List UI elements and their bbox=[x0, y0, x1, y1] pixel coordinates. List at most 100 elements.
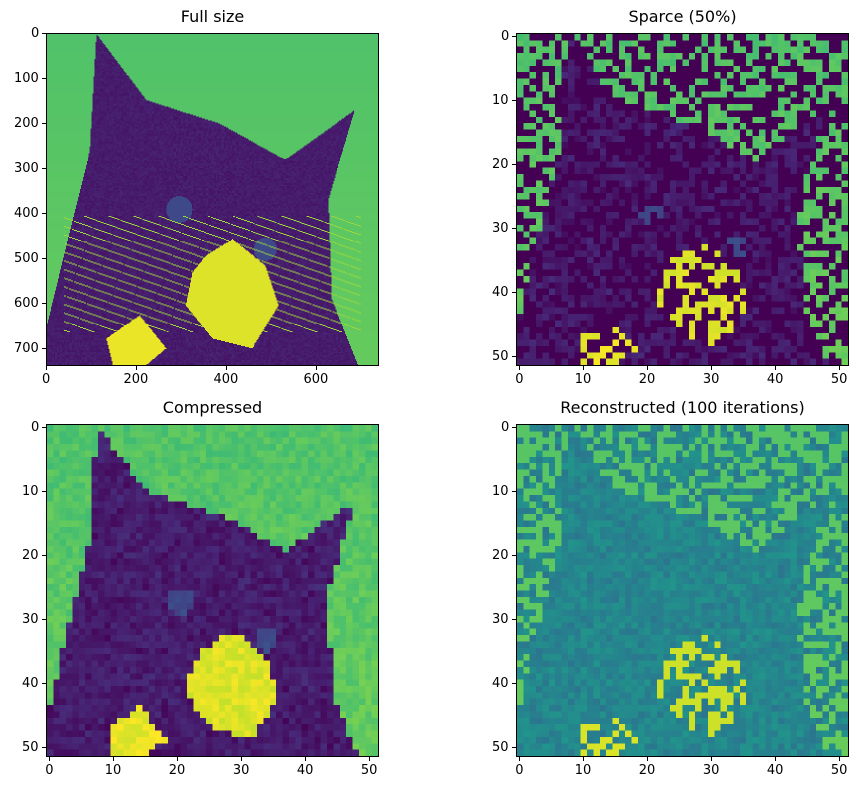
x-tick-label: 600 bbox=[303, 372, 329, 387]
y-tick-mark bbox=[512, 490, 516, 492]
y-tick-label: 50 bbox=[22, 739, 39, 755]
x-tick-mark bbox=[710, 366, 712, 370]
image-frame bbox=[516, 424, 849, 757]
y-tick-mark bbox=[512, 291, 516, 293]
y-tick-mark bbox=[512, 618, 516, 620]
x-tick-mark bbox=[135, 366, 137, 370]
y-tick-mark bbox=[42, 682, 46, 684]
y-tick-mark bbox=[512, 746, 516, 748]
x-tick-label: 40 bbox=[766, 763, 784, 778]
x-tick-mark bbox=[518, 757, 520, 761]
panel-title: Full size bbox=[180, 7, 245, 26]
x-tick-mark bbox=[710, 757, 712, 761]
x-tick-mark bbox=[112, 757, 114, 761]
y-tick-label: 400 bbox=[14, 205, 39, 221]
y-tick-label: 20 bbox=[492, 547, 509, 563]
x-tick-mark bbox=[646, 757, 648, 761]
y-tick-label: 40 bbox=[492, 675, 509, 691]
x-tick-mark bbox=[646, 366, 648, 370]
x-tick-mark bbox=[582, 757, 584, 761]
image-frame bbox=[46, 424, 379, 757]
y-tick-mark bbox=[42, 426, 46, 428]
x-tick-label: 30 bbox=[232, 763, 250, 778]
y-tick-label: 10 bbox=[22, 483, 39, 499]
x-tick-label: 50 bbox=[830, 763, 848, 778]
y-tick-label: 0 bbox=[501, 419, 510, 435]
x-tick-mark bbox=[368, 757, 370, 761]
y-tick-mark bbox=[512, 426, 516, 428]
image-frame bbox=[516, 33, 849, 366]
x-tick-label: 200 bbox=[123, 372, 149, 387]
y-tick-mark bbox=[512, 227, 516, 229]
x-tick-mark bbox=[838, 757, 840, 761]
y-tick-label: 50 bbox=[492, 739, 509, 755]
y-tick-mark bbox=[42, 212, 46, 214]
x-tick-label: 40 bbox=[766, 372, 784, 387]
x-tick-label: 0 bbox=[515, 763, 524, 778]
y-tick-label: 100 bbox=[14, 70, 39, 86]
x-tick-label: 10 bbox=[104, 763, 122, 778]
y-tick-mark bbox=[512, 682, 516, 684]
x-tick-label: 10 bbox=[574, 763, 592, 778]
y-tick-label: 20 bbox=[22, 547, 39, 563]
x-tick-mark bbox=[582, 366, 584, 370]
y-tick-mark bbox=[42, 490, 46, 492]
cat-image bbox=[47, 34, 378, 365]
y-tick-mark bbox=[42, 77, 46, 79]
panel-title: Reconstructed (100 iterations) bbox=[560, 398, 805, 417]
x-tick-label: 0 bbox=[515, 372, 524, 387]
cat-image bbox=[517, 425, 848, 756]
x-tick-label: 0 bbox=[42, 372, 51, 387]
y-tick-mark bbox=[512, 35, 516, 37]
y-tick-mark bbox=[42, 554, 46, 556]
y-tick-label: 500 bbox=[14, 250, 39, 266]
y-tick-label: 30 bbox=[492, 220, 509, 236]
y-tick-label: 0 bbox=[31, 419, 40, 435]
y-tick-label: 30 bbox=[22, 611, 39, 627]
y-tick-label: 40 bbox=[492, 284, 509, 300]
y-tick-label: 0 bbox=[31, 25, 40, 41]
panel-title: Compressed bbox=[162, 398, 263, 417]
y-tick-mark bbox=[512, 355, 516, 357]
y-tick-label: 600 bbox=[14, 295, 39, 311]
y-tick-label: 700 bbox=[14, 340, 39, 356]
y-tick-label: 300 bbox=[14, 160, 39, 176]
x-tick-mark bbox=[774, 366, 776, 370]
x-tick-label: 20 bbox=[168, 763, 186, 778]
x-tick-mark bbox=[240, 757, 242, 761]
y-tick-mark bbox=[512, 99, 516, 101]
x-tick-mark bbox=[315, 366, 317, 370]
x-tick-label: 50 bbox=[360, 763, 378, 778]
y-tick-mark bbox=[42, 302, 46, 304]
x-tick-label: 0 bbox=[45, 763, 54, 778]
x-tick-label: 10 bbox=[574, 372, 592, 387]
x-tick-mark bbox=[176, 757, 178, 761]
y-tick-label: 10 bbox=[492, 483, 509, 499]
x-tick-mark bbox=[304, 757, 306, 761]
x-tick-mark bbox=[48, 757, 50, 761]
y-tick-label: 200 bbox=[14, 115, 39, 131]
cat-image bbox=[47, 425, 378, 756]
y-tick-label: 10 bbox=[492, 92, 509, 108]
x-tick-label: 50 bbox=[830, 372, 848, 387]
y-tick-label: 0 bbox=[501, 28, 510, 44]
x-tick-label: 20 bbox=[638, 763, 656, 778]
y-tick-label: 20 bbox=[492, 156, 509, 172]
y-tick-label: 40 bbox=[22, 675, 39, 691]
x-tick-mark bbox=[45, 366, 47, 370]
x-tick-mark bbox=[225, 366, 227, 370]
y-tick-label: 50 bbox=[492, 348, 509, 364]
y-tick-mark bbox=[42, 32, 46, 34]
y-tick-label: 30 bbox=[492, 611, 509, 627]
x-tick-label: 40 bbox=[296, 763, 314, 778]
y-tick-mark bbox=[512, 163, 516, 165]
x-tick-label: 20 bbox=[638, 372, 656, 387]
y-tick-mark bbox=[512, 554, 516, 556]
x-tick-label: 30 bbox=[702, 763, 720, 778]
x-tick-label: 30 bbox=[702, 372, 720, 387]
y-tick-mark bbox=[42, 347, 46, 349]
image-frame bbox=[46, 33, 379, 366]
y-tick-mark bbox=[42, 618, 46, 620]
y-tick-mark bbox=[42, 122, 46, 124]
x-tick-mark bbox=[518, 366, 520, 370]
